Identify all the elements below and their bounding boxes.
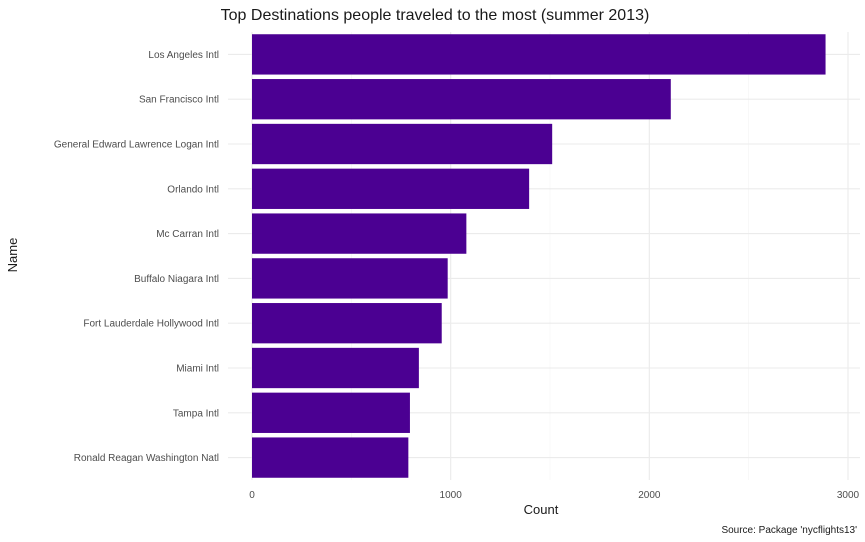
y-axis-title: Name <box>5 238 20 273</box>
chart-caption: Source: Package 'nycflights13' <box>721 525 857 536</box>
x-tick-label: 2000 <box>638 490 661 501</box>
y-axis-tick-labels: Los Angeles Intl San Francisco Intl Genera… <box>54 50 219 464</box>
bars <box>252 34 826 478</box>
bar <box>252 347 419 389</box>
y-tick-label: Miami Intl <box>176 364 219 375</box>
bar <box>252 258 448 299</box>
y-tick-label: Mc Carran Intl <box>156 229 219 240</box>
y-tick-label: San Francisco Intl <box>139 95 219 106</box>
bar <box>252 437 409 478</box>
y-tick-label: Los Angeles Intl <box>148 50 219 61</box>
x-tick-label: 0 <box>249 490 255 501</box>
x-tick-label: 3000 <box>837 490 860 501</box>
y-tick-label: Tampa Intl <box>173 408 219 419</box>
bar <box>252 123 553 165</box>
y-tick-label: General Edward Lawrence Logan Intl <box>54 140 219 151</box>
bar <box>252 79 671 120</box>
bar <box>252 303 442 344</box>
bar <box>252 392 410 433</box>
x-axis-title: Count <box>524 502 559 517</box>
bar <box>252 213 467 254</box>
x-tick-label: 1000 <box>440 490 463 501</box>
y-tick-label: Fort Lauderdale Hollywood Intl <box>83 319 219 330</box>
chart-title: Top Destinations people traveled to the … <box>221 7 650 24</box>
y-tick-label: Orlando Intl <box>167 184 219 195</box>
x-axis-tick-labels: 0 1000 2000 3000 <box>249 490 859 501</box>
y-tick-label: Buffalo Niagara Intl <box>134 274 219 285</box>
bar <box>252 34 826 75</box>
y-tick-label: Ronald Reagan Washington Natl <box>74 453 219 464</box>
bar <box>252 168 530 209</box>
